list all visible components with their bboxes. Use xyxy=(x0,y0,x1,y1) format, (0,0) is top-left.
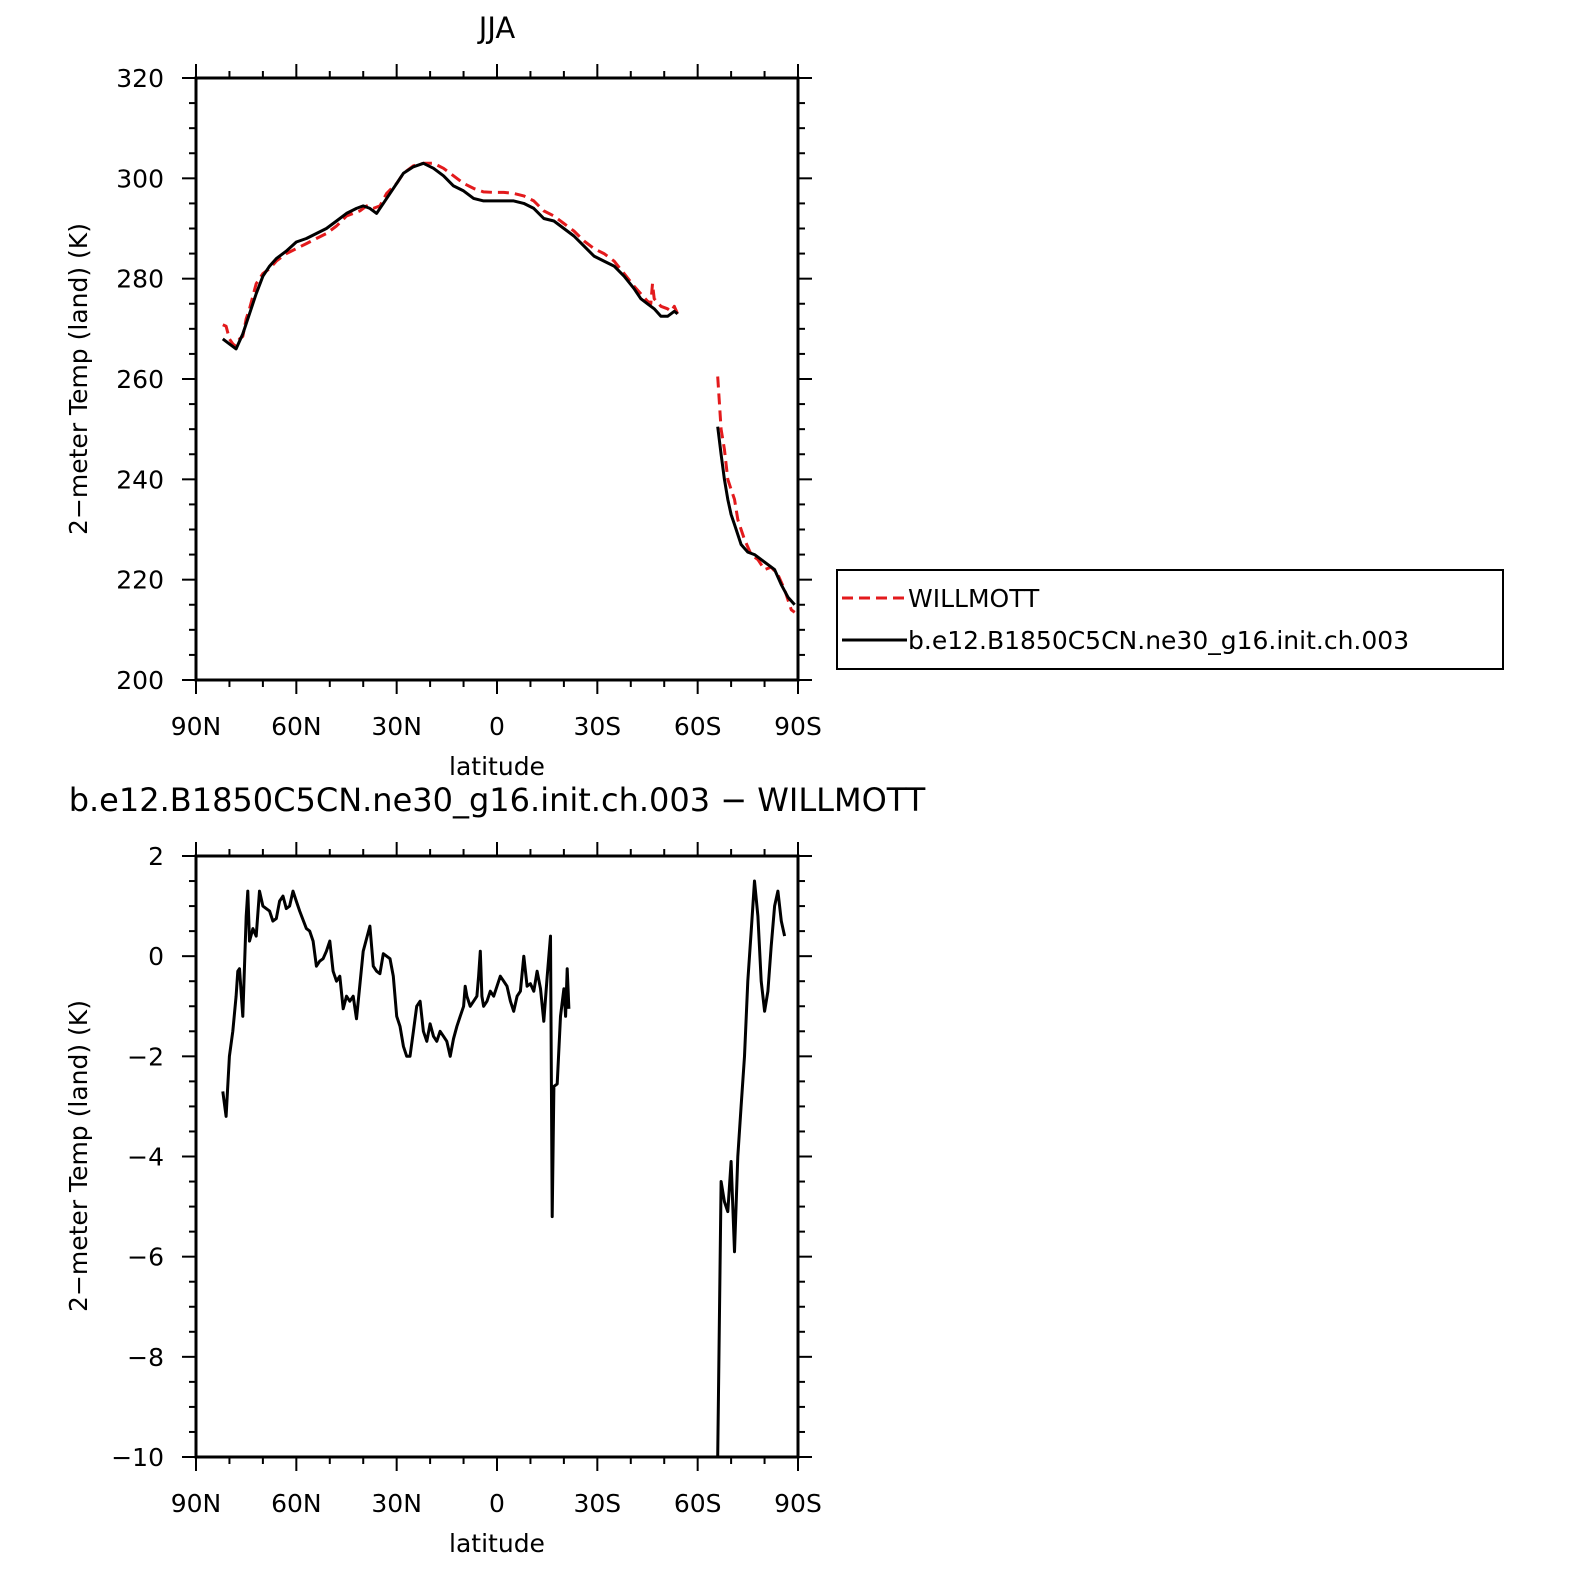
bottom-chart-xlabel: latitude xyxy=(449,1529,545,1558)
x-tick-label: 60S xyxy=(674,1489,722,1518)
top-chart-ticks: 90N 60N 30N 0 30S 60S 90S 200 220 240 260 280 300 320 xyxy=(116,64,822,741)
x-tick-label: 0 xyxy=(489,1489,505,1518)
x-tick-label: 30N xyxy=(371,1489,422,1518)
legend-label-willmott: WILLMOTT xyxy=(908,584,1040,613)
x-tick-label: 90N xyxy=(171,712,222,741)
series-0-line-segment-1 xyxy=(716,879,787,1458)
legend-box xyxy=(836,569,1504,670)
series-1-line-segment-1 xyxy=(716,426,796,606)
top-chart-xlabel: latitude xyxy=(449,752,545,781)
y-tick-label: 260 xyxy=(116,365,164,394)
x-tick-label: 60N xyxy=(271,1489,322,1518)
bottom-chart-ylabel: 2−meter Temp (land) (K) xyxy=(64,1000,93,1312)
y-tick-label: 0 xyxy=(148,942,164,971)
x-tick-label: 30S xyxy=(573,712,621,741)
y-tick-label: 2 xyxy=(148,842,164,871)
bottom-chart-ticks: 90N 60N 30N 0 30S 60S 90S −10 −8 −6 −4 −2 0 2 xyxy=(111,842,822,1518)
series-0-line-segment-0 xyxy=(222,161,679,348)
x-tick-label: 60N xyxy=(271,712,322,741)
x-tick-label: 30S xyxy=(573,1489,621,1518)
y-tick-label: 200 xyxy=(116,666,164,695)
legend: WILLMOTT b.e12.B1850C5CN.ne30_g16.init.c… xyxy=(836,569,1504,670)
y-tick-label: 240 xyxy=(116,465,164,494)
top-chart: JJA 90N 60N 30N 0 30S 60S 90S 200 220 240 260 280 30… xyxy=(64,11,822,781)
series-1-line-segment-0 xyxy=(221,161,679,351)
x-tick-label: 60S xyxy=(674,712,722,741)
y-tick-label: 280 xyxy=(116,265,164,294)
y-tick-label: 320 xyxy=(116,64,164,93)
series-0-line-segment-0 xyxy=(221,889,571,1219)
bottom-chart-series xyxy=(221,879,787,1458)
bottom-chart-plot-frame xyxy=(194,854,800,1459)
y-tick-label: −8 xyxy=(127,1343,164,1372)
bottom-chart: b.e12.B1850C5CN.ne30_g16.init.ch.003 − W… xyxy=(64,781,926,1558)
y-tick-label: 220 xyxy=(116,566,164,595)
x-tick-label: 90N xyxy=(171,1489,222,1518)
series-0-line-segment-1 xyxy=(716,376,796,614)
legend-label-model: b.e12.B1850C5CN.ne30_g16.init.ch.003 xyxy=(908,626,1409,655)
x-tick-label: 0 xyxy=(489,712,505,741)
y-tick-label: −4 xyxy=(127,1143,164,1172)
x-tick-label: 30N xyxy=(371,712,422,741)
y-tick-label: −6 xyxy=(127,1243,164,1272)
y-tick-label: 300 xyxy=(116,164,164,193)
bottom-chart-title: b.e12.B1850C5CN.ne30_g16.init.ch.003 − W… xyxy=(69,781,926,819)
x-tick-label: 90S xyxy=(774,712,822,741)
y-tick-label: −10 xyxy=(111,1443,164,1472)
top-chart-plot-frame xyxy=(194,76,800,682)
top-chart-title: JJA xyxy=(477,11,516,45)
x-tick-label: 90S xyxy=(774,1489,822,1518)
y-tick-label: −2 xyxy=(127,1042,164,1071)
top-chart-ylabel: 2−meter Temp (land) (K) xyxy=(64,223,93,535)
top-chart-series xyxy=(221,161,796,614)
